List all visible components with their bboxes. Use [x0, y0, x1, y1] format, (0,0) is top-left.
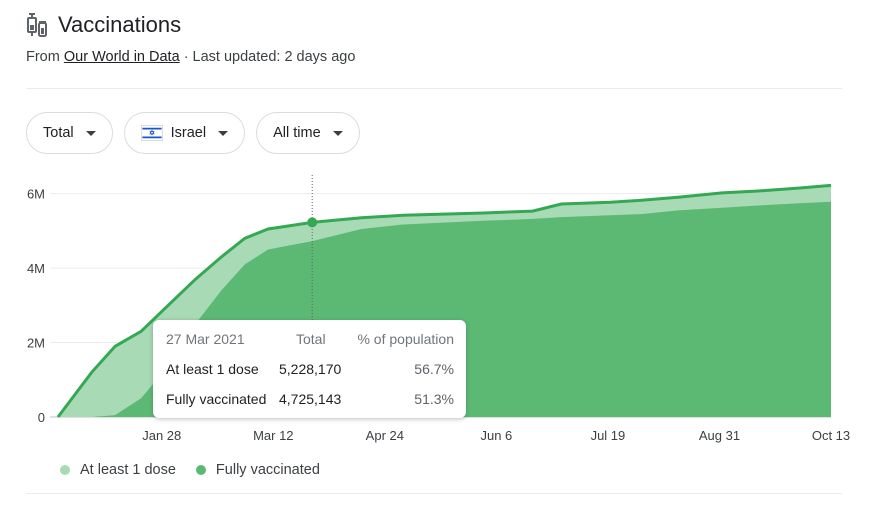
legend-item-fully-vaccinated[interactable]: Fully vaccinated: [195, 462, 320, 478]
x-tick-label: Jun 6: [480, 428, 512, 443]
source-line: From Our World in Data · Last updated: 2…: [26, 49, 355, 65]
y-tick-label: 6M: [27, 187, 45, 202]
tooltip-row-pct: 51.3%: [414, 391, 454, 407]
filter-bar: Total Israel All time: [26, 112, 360, 154]
tooltip-date: 27 Mar 2021: [166, 331, 245, 347]
top-divider: [26, 88, 842, 89]
x-tick-label: Jul 19: [591, 428, 626, 443]
bottom-divider: [26, 493, 842, 494]
tooltip-row: Fully vaccinated 4,725,143 51.3%: [153, 391, 466, 411]
last-updated: · Last updated: 2 days ago: [183, 49, 356, 65]
legend-item-at-least-one-dose[interactable]: At least 1 dose: [60, 462, 176, 478]
metric-dropdown-label: Total: [43, 125, 74, 141]
x-tick-label: Apr 24: [366, 428, 404, 443]
tooltip-row-label: Fully vaccinated: [166, 391, 267, 407]
time-range-dropdown-label: All time: [273, 125, 321, 141]
syringe-vial-icon: [27, 13, 47, 37]
x-tick-label: Oct 13: [812, 428, 850, 443]
source-prefix: From: [26, 49, 60, 65]
chart-legend: At least 1 dose Fully vaccinated: [60, 462, 340, 478]
caret-down-icon: [85, 130, 96, 136]
hover-point: [307, 217, 318, 228]
source-link[interactable]: Our World in Data: [63, 49, 180, 65]
x-tick-label: Mar 12: [253, 428, 293, 443]
legend-label: Fully vaccinated: [215, 462, 320, 478]
y-tick-label: 2M: [27, 336, 45, 351]
x-axis: Jan 28 Mar 12 Apr 24 Jun 6 Jul 19 Aug 31 Oct 1…: [142, 428, 850, 443]
x-tick-label: Jan 28: [142, 428, 181, 443]
legend-label: At least 1 dose: [80, 462, 176, 478]
legend-dot: [195, 465, 206, 475]
x-tick-label: Aug 31: [699, 428, 740, 443]
tooltip-row: At least 1 dose 5,228,170 56.7%: [153, 361, 466, 381]
country-dropdown-label: Israel: [170, 125, 207, 141]
y-tick-label: 0: [38, 410, 45, 425]
metric-dropdown[interactable]: Total: [26, 112, 113, 154]
tooltip-row-label: At least 1 dose: [166, 361, 259, 377]
y-tick-label: 4M: [27, 261, 45, 276]
caret-down-icon: [218, 130, 229, 136]
y-axis: 0 2M 4M 6M: [27, 187, 45, 425]
caret-down-icon: [332, 130, 343, 136]
tooltip-row-total: 5,228,170: [279, 361, 342, 377]
tooltip-col-pct: % of population: [357, 331, 454, 347]
legend-dot: [60, 465, 70, 475]
tooltip-row-total: 4,725,143: [279, 391, 342, 407]
tooltip-header: 27 Mar 2021 Total % of population: [153, 331, 466, 351]
time-range-dropdown[interactable]: All time: [256, 112, 360, 154]
tooltip-col-total: Total: [296, 331, 326, 347]
at-least-one-dose-line: [56, 183, 832, 418]
israel-flag-icon: [140, 125, 163, 141]
card-header: Vaccinations: [26, 12, 181, 38]
country-dropdown[interactable]: Israel: [123, 112, 246, 154]
tooltip-row-pct: 56.7%: [414, 361, 454, 377]
page-title: Vaccinations: [58, 12, 182, 37]
chart-tooltip: 27 Mar 2021 Total % of population At lea…: [153, 320, 466, 418]
